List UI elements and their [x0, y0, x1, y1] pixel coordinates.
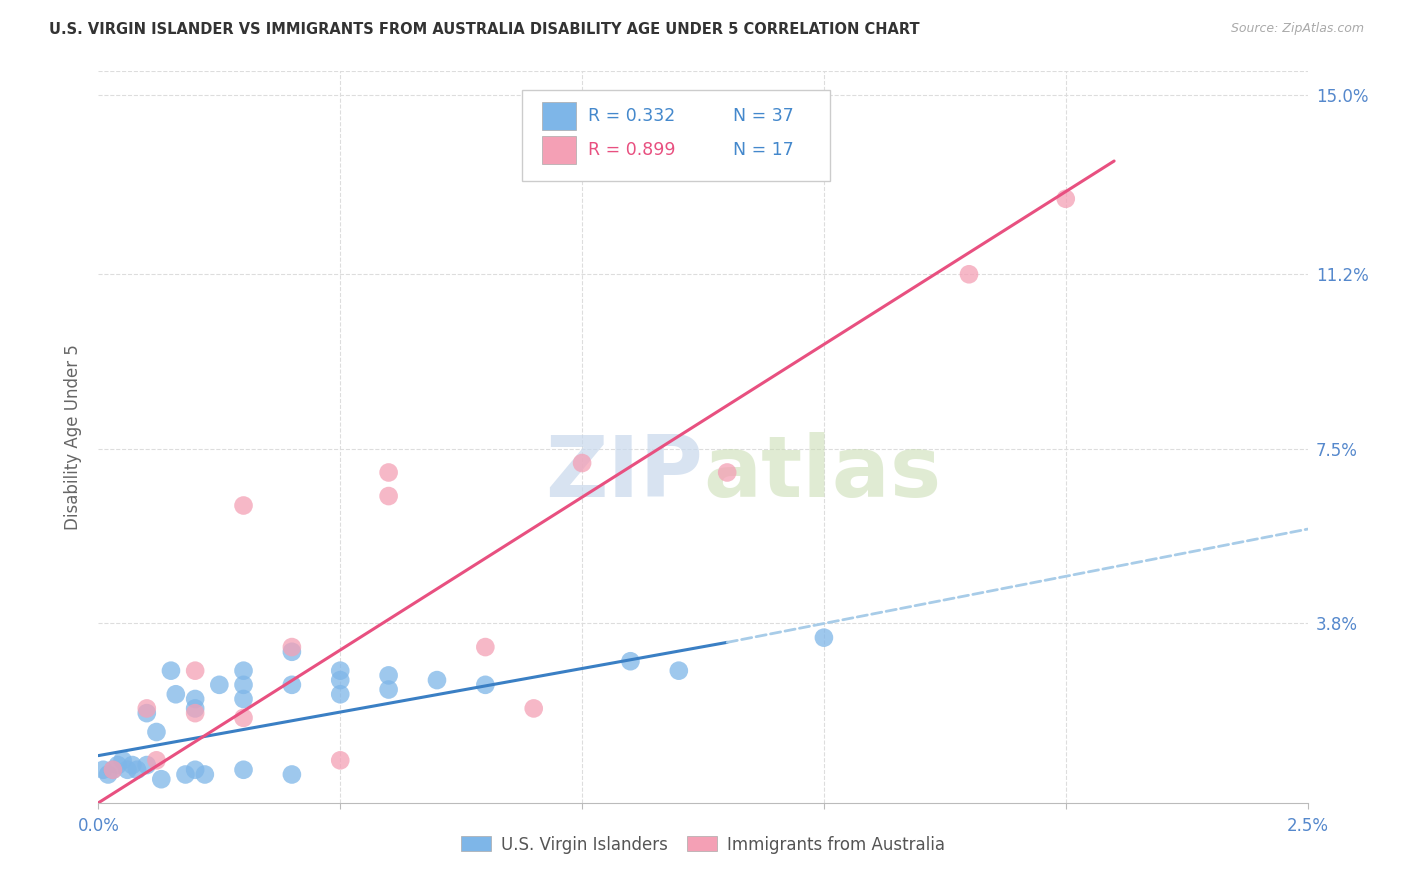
Point [232, 678, 254, 692]
Point [329, 673, 352, 687]
Point [107, 758, 129, 772]
Point [111, 753, 134, 767]
FancyBboxPatch shape [522, 90, 830, 181]
Point [117, 763, 139, 777]
Text: Source: ZipAtlas.com: Source: ZipAtlas.com [1230, 22, 1364, 36]
Point [232, 692, 254, 706]
FancyBboxPatch shape [543, 136, 576, 164]
Text: N = 17: N = 17 [734, 141, 794, 160]
Text: R = 0.332: R = 0.332 [588, 107, 675, 125]
Point [145, 725, 167, 739]
Point [208, 678, 231, 692]
Point [813, 631, 835, 645]
Point [1054, 192, 1077, 206]
Point [121, 758, 143, 772]
Point [329, 753, 352, 767]
Text: R = 0.899: R = 0.899 [588, 141, 676, 160]
Point [101, 763, 124, 777]
Point [619, 654, 641, 668]
Point [474, 640, 496, 654]
Point [91, 763, 114, 777]
Text: ZIP: ZIP [546, 432, 703, 516]
Point [281, 678, 304, 692]
Point [184, 701, 207, 715]
Point [194, 767, 217, 781]
Y-axis label: Disability Age Under 5: Disability Age Under 5 [63, 344, 82, 530]
Point [145, 753, 167, 767]
Point [426, 673, 449, 687]
Point [474, 678, 496, 692]
Point [716, 466, 738, 480]
Point [329, 687, 352, 701]
Point [97, 767, 120, 781]
Point [377, 668, 399, 682]
FancyBboxPatch shape [543, 102, 576, 130]
Point [135, 706, 157, 720]
Point [232, 763, 254, 777]
Point [668, 664, 690, 678]
Point [135, 758, 157, 772]
Point [281, 640, 304, 654]
Point [165, 687, 187, 701]
Point [281, 645, 304, 659]
Point [184, 706, 207, 720]
Point [184, 664, 207, 678]
Point [571, 456, 593, 470]
Point [160, 664, 183, 678]
Point [957, 267, 980, 281]
Point [184, 692, 207, 706]
Point [377, 682, 399, 697]
Point [232, 664, 254, 678]
Text: atlas: atlas [703, 432, 941, 516]
Point [329, 664, 352, 678]
Text: N = 37: N = 37 [734, 107, 794, 125]
Point [135, 701, 157, 715]
Point [377, 489, 399, 503]
Point [127, 763, 149, 777]
Legend: U.S. Virgin Islanders, Immigrants from Australia: U.S. Virgin Islanders, Immigrants from A… [454, 829, 952, 860]
Point [377, 466, 399, 480]
Point [281, 767, 304, 781]
Point [523, 701, 546, 715]
Point [184, 763, 207, 777]
Point [232, 499, 254, 513]
Point [150, 772, 173, 787]
Point [174, 767, 197, 781]
Point [101, 763, 124, 777]
Point [232, 711, 254, 725]
Text: U.S. VIRGIN ISLANDER VS IMMIGRANTS FROM AUSTRALIA DISABILITY AGE UNDER 5 CORRELA: U.S. VIRGIN ISLANDER VS IMMIGRANTS FROM … [49, 22, 920, 37]
